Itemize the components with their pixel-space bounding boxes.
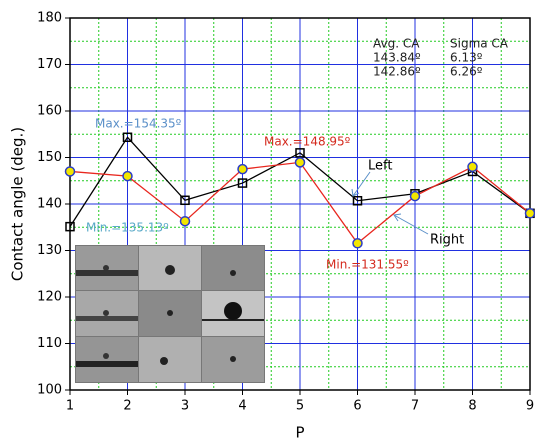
series-line [69, 136, 531, 227]
marker [524, 208, 535, 219]
x-tick-label: 4 [238, 399, 246, 414]
annotation-arrows [351, 171, 429, 235]
marker [237, 178, 248, 188]
marker [352, 195, 363, 206]
droplet [230, 270, 236, 276]
marker [237, 163, 248, 175]
photo [139, 337, 201, 382]
marker [64, 166, 76, 177]
droplet [230, 356, 236, 362]
droplet [224, 302, 242, 320]
arrow [393, 214, 429, 235]
x-tick-label: 5 [296, 399, 304, 414]
droplet [103, 265, 109, 271]
x-tick-label: 7 [411, 399, 419, 414]
x-axis-label: P [295, 424, 304, 441]
droplet [167, 310, 173, 316]
x-tick-label: 8 [468, 399, 476, 414]
y-tick-label: 170 [37, 57, 62, 72]
annotation: 143.84º [373, 51, 421, 65]
marker [122, 132, 133, 143]
y-tick-label: 130 [37, 243, 62, 258]
x-tick-label: 1 [66, 399, 74, 414]
annotation: 142.86º [373, 65, 421, 79]
marker [294, 157, 306, 168]
y-tick-label: 160 [37, 104, 62, 119]
marker [122, 170, 133, 182]
annotation: Max.=154.35º [95, 117, 182, 131]
droplet [103, 310, 109, 316]
photo-surface [76, 270, 138, 276]
x-tick-label: 2 [123, 399, 131, 414]
y-tick-label: 110 [37, 336, 62, 351]
annotation: Avg. CA [373, 37, 420, 51]
annotation: Max.=148.95º [264, 135, 351, 149]
photo [202, 246, 264, 290]
inset-photos [75, 245, 265, 383]
y-tick-label: 140 [37, 197, 62, 212]
arrow-head [393, 213, 402, 222]
annotation: Min.=135.13º [86, 221, 169, 235]
marker [180, 195, 190, 206]
y-tick-label: 150 [37, 150, 62, 165]
y-axis-label: Contact angle (deg.) [9, 127, 27, 281]
x-tick-label: 9 [526, 399, 534, 414]
series-label: Left [368, 159, 392, 174]
droplet [160, 357, 168, 365]
y-tick-label: 120 [37, 290, 62, 305]
annotation: Sigma CA [450, 37, 509, 51]
marker [179, 215, 191, 227]
annotation: 6.26º [450, 65, 483, 79]
plot-frame [69, 17, 531, 391]
series-label: Right [430, 233, 464, 248]
arrow [352, 171, 371, 197]
photo-surface [76, 316, 138, 321]
photo [76, 337, 138, 382]
x-tick-label: 3 [181, 399, 189, 414]
marker [409, 190, 421, 202]
arrow-head [351, 188, 360, 197]
marker [467, 161, 478, 173]
x-tick-label: 6 [353, 399, 361, 414]
y-tick-label: 100 [37, 383, 62, 398]
droplet [103, 353, 109, 359]
annotation: Min.=131.55º [326, 258, 409, 272]
marker [295, 148, 305, 158]
photo-surface [76, 361, 138, 367]
droplet [165, 265, 175, 275]
annotation: 6.13º [450, 51, 483, 65]
marker [65, 221, 75, 232]
y-tick-label: 180 [37, 11, 62, 26]
marker [352, 238, 363, 249]
